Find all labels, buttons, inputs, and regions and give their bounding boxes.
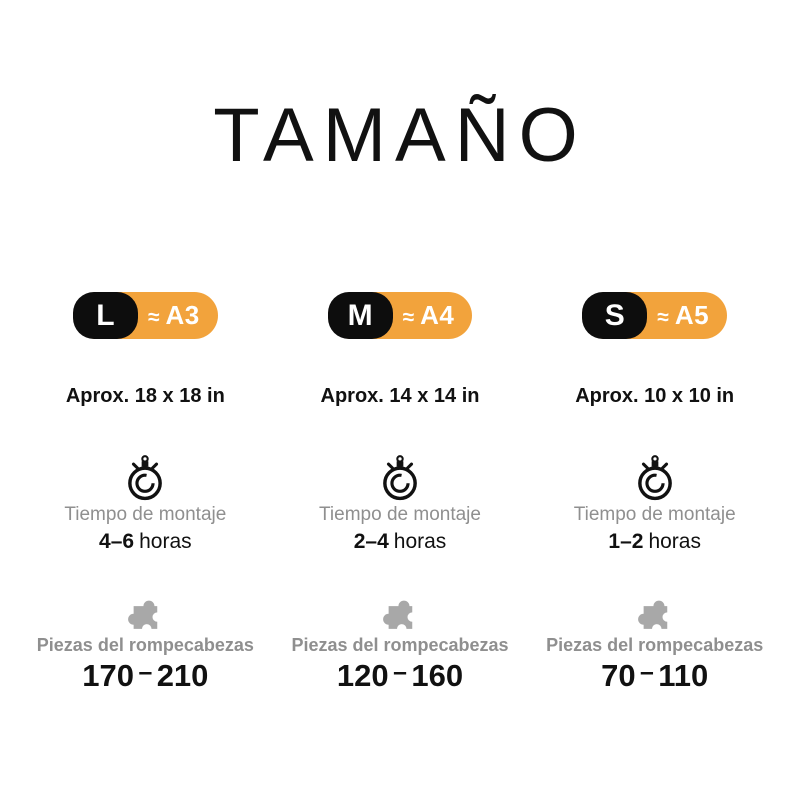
size-badge-small: S ≈ A5 [582, 292, 728, 339]
paper-size-label: A4 [420, 300, 455, 330]
assembly-time-label: Tiempo de montaje [319, 504, 481, 525]
size-column-large: L ≈ A3 Aprox. 18 x 18 in Tiempo de monta… [18, 292, 273, 693]
size-column-medium: M ≈ A4 Aprox. 14 x 14 in Tiempo de monta… [273, 292, 528, 693]
paper-size-group: ≈ A5 [647, 300, 727, 331]
pieces-count: 120–160 [336, 657, 464, 693]
pieces-min: 170 [82, 657, 134, 693]
dimensions-label: Aprox. 14 x 14 in [320, 385, 480, 407]
size-letter-box: M [327, 292, 393, 339]
pieces-dash: – [393, 659, 407, 687]
assembly-hours-range: 1–2 [608, 529, 644, 553]
pieces-label: Piezas del rompecabezas [291, 634, 509, 655]
assembly-hours-unit: horas [393, 529, 447, 553]
page-title: TAMAÑO [213, 93, 587, 178]
assembly-hours-range: 2–4 [353, 529, 389, 553]
puzzle-piece-icon [383, 600, 417, 634]
assembly-time-value: 4–6 horas [99, 530, 192, 553]
pieces-min: 120 [336, 657, 389, 693]
pieces-dash: – [640, 659, 654, 687]
stopwatch-icon [128, 455, 163, 501]
paper-size-group: ≈ A4 [393, 300, 473, 331]
assembly-time-value: 2–4 horas [354, 530, 447, 553]
size-badge-large: L ≈ A3 [72, 292, 218, 339]
size-letter-box: S [582, 292, 648, 339]
stopwatch-icon [637, 455, 672, 501]
assembly-time-label: Tiempo de montaje [64, 504, 227, 525]
dimensions-label: Aprox. 10 x 10 in [575, 385, 735, 407]
pieces-count: 70–110 [601, 657, 709, 693]
approx-symbol: ≈ [657, 306, 669, 329]
size-columns: L ≈ A3 Aprox. 18 x 18 in Tiempo de monta… [0, 292, 800, 693]
puzzle-piece-icon [128, 600, 163, 634]
pieces-max: 210 [156, 657, 209, 693]
approx-symbol: ≈ [402, 306, 415, 329]
pieces-max: 160 [411, 657, 464, 693]
paper-size-label: A5 [674, 300, 710, 330]
puzzle-piece-icon [637, 600, 672, 634]
size-letter: L [96, 298, 115, 332]
stopwatch-icon [383, 455, 417, 501]
pieces-count: 170–210 [82, 657, 209, 693]
size-badge-medium: M ≈ A4 [327, 292, 473, 339]
paper-size-group: ≈ A3 [138, 300, 218, 331]
paper-size-label: A3 [165, 300, 200, 330]
size-column-small: S ≈ A5 Aprox. 10 x 10 in Tiempo de monta… [527, 292, 782, 693]
approx-symbol: ≈ [147, 306, 160, 329]
assembly-hours-range: 4–6 [99, 529, 135, 553]
assembly-time-label: Tiempo de montaje [573, 504, 736, 525]
pieces-dash: – [138, 659, 153, 687]
assembly-hours-unit: horas [139, 529, 192, 553]
pieces-label: Piezas del rompecabezas [36, 634, 254, 655]
pieces-min: 70 [601, 657, 636, 693]
size-letter: S [604, 298, 625, 332]
size-letter-box: L [72, 292, 138, 339]
assembly-time-value: 1–2 horas [608, 530, 701, 553]
pieces-max: 110 [658, 657, 709, 693]
dimensions-label: Aprox. 18 x 18 in [65, 385, 225, 407]
assembly-hours-unit: horas [648, 529, 701, 553]
pieces-label: Piezas del rompecabezas [546, 634, 764, 655]
size-letter: M [347, 298, 373, 332]
